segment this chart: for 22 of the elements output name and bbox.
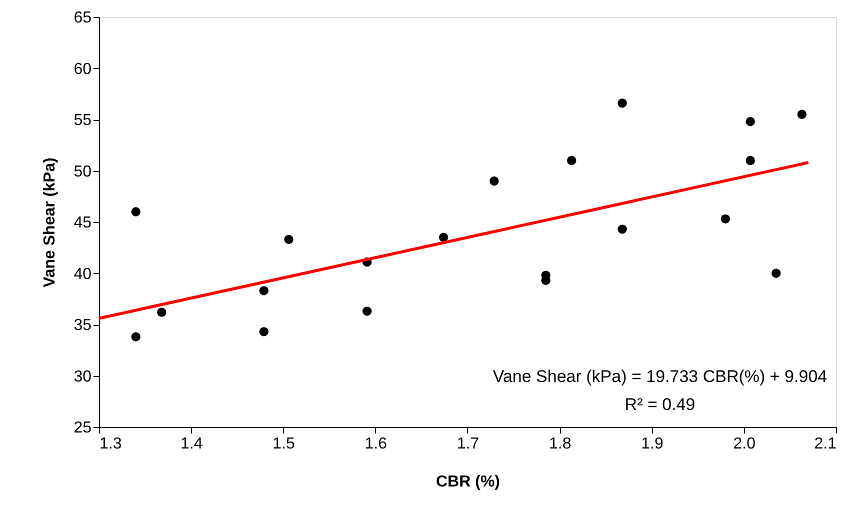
y-tick-label: 30 xyxy=(74,368,92,386)
annotation: Vane Shear (kPa) = 19.733 CBR(%) + 9.904 xyxy=(492,367,828,386)
y-tick-label: 50 xyxy=(74,163,92,180)
y-tick-label: 35 xyxy=(74,317,92,334)
y-tick-label: 60 xyxy=(74,60,92,78)
x-tick-label: 1.3 xyxy=(100,436,122,452)
x-axis-title: CBR (%) xyxy=(436,474,500,490)
x-tick-label: 1.7 xyxy=(456,436,480,452)
x-tick-label: 1.4 xyxy=(180,436,203,452)
y-axis-title: Vane Shear (kPa) xyxy=(42,158,59,288)
y-tick-label: 40 xyxy=(74,266,92,283)
y-tick-label: 55 xyxy=(74,112,92,129)
x-tick-label: 2.0 xyxy=(733,436,756,452)
x-tick-label: 1.6 xyxy=(364,436,388,452)
x-tick-label: 1.9 xyxy=(641,436,664,452)
x-tick-label: 2.1 xyxy=(814,436,837,452)
y-tick-label: 65 xyxy=(74,10,92,26)
x-tick-label: 1.8 xyxy=(549,436,572,452)
y-tick-label: 45 xyxy=(74,214,92,232)
y-tick-label: 25 xyxy=(74,420,92,436)
annotation: R² = 0.49 xyxy=(624,395,696,414)
x-tick-label: 1.5 xyxy=(272,436,295,452)
